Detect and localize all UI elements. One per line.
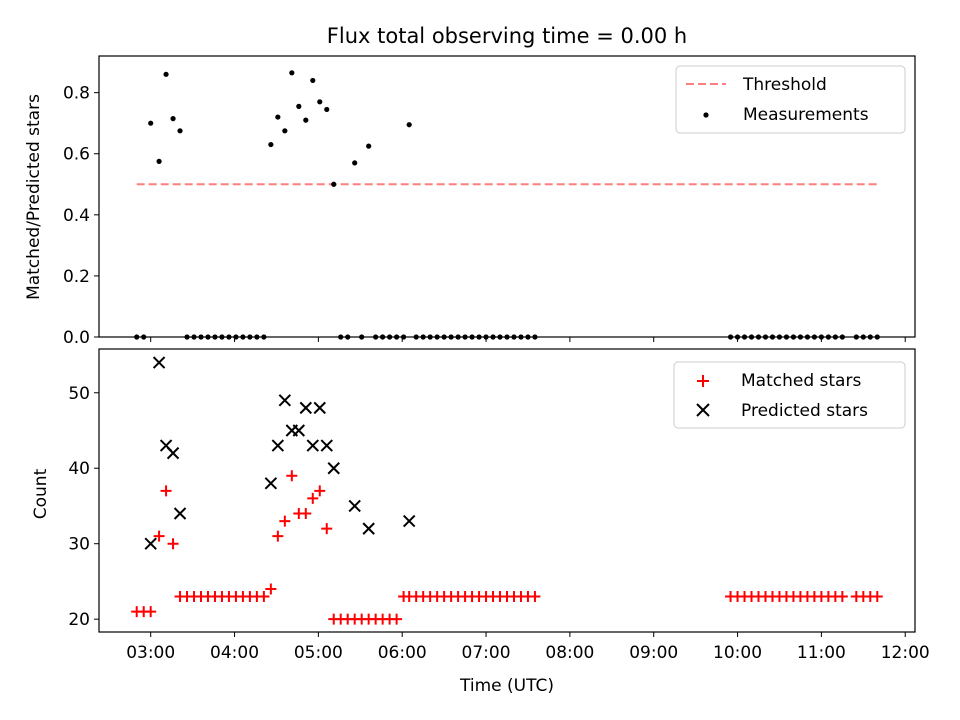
predicted-star-point (348, 499, 361, 513)
measurement-point (317, 99, 323, 105)
predicted-star-point (362, 522, 375, 535)
x-axis-label: Time (UTC) (459, 676, 554, 696)
bottom-x-tick-label: 05:00 (294, 643, 343, 663)
bottom-y-axis-label: Count (31, 468, 51, 519)
measurement-point (296, 103, 302, 109)
top-y-tick-label: 0.6 (63, 145, 90, 165)
matched-star-point (279, 515, 291, 527)
bottom-y-tick-label: 40 (68, 459, 90, 479)
bottom-y-tick-label: 30 (68, 535, 90, 555)
predicted-star-point (327, 462, 340, 475)
measurement-point (170, 116, 176, 122)
chart-title: Flux total observing time = 0.00 h (327, 24, 687, 48)
legend-matched-label: Matched stars (741, 371, 861, 391)
matched-star-point (314, 485, 326, 497)
top-legend-box (675, 65, 906, 134)
measurement-point (352, 160, 358, 166)
matched-star-point (391, 613, 403, 625)
measurement-point (289, 70, 295, 76)
bottom-x-tick-label: 04:00 (210, 643, 259, 663)
top-y-tick-label: 0.2 (63, 267, 90, 287)
matched-star-point (871, 591, 883, 603)
measurement-point (303, 117, 309, 123)
predicted-star-point (402, 514, 416, 528)
legend-matched-swatch (697, 375, 709, 387)
matched-star-point (145, 606, 157, 618)
bottom-axes-frame (98, 348, 916, 633)
bottom-x-tick-label: 12:00 (881, 643, 930, 663)
matched-star-point (836, 591, 848, 603)
matched-star-point (529, 591, 541, 603)
measurement-point (406, 122, 412, 128)
matched-star-point (300, 508, 312, 520)
legend-measurements-label: Measurements (743, 105, 869, 125)
top-y-tick-label: 0.0 (63, 328, 90, 348)
predicted-star-point (166, 446, 180, 460)
matched-star-point (160, 485, 172, 497)
legend-predicted-swatch (696, 403, 710, 417)
measurement-point (310, 77, 316, 84)
top-y-tick-label: 0.8 (63, 84, 90, 104)
bottom-x-tick-label: 08:00 (545, 643, 594, 663)
predicted-star-point (292, 424, 306, 437)
predicted-star-point (271, 439, 285, 452)
bottom-x-tick-label: 06:00 (378, 643, 427, 663)
legend-predicted-label: Predicted stars (741, 401, 868, 421)
matched-star-point (265, 583, 277, 595)
bottom-x-tick-label: 10:00 (713, 643, 762, 663)
matched-star-point (258, 591, 270, 603)
bottom-x-tick-label: 03:00 (126, 643, 175, 663)
bottom-y-tick-label: 50 (68, 384, 90, 404)
matched-star-point (307, 492, 319, 504)
predicted-star-point (173, 507, 187, 520)
bottom-plot-area: 03:00 04:00 05:00 06:00 07:00 08:00 09:00 10:00… (68, 356, 930, 663)
matched-star-point (167, 538, 179, 550)
measurement-point (275, 114, 281, 120)
measurement-point (324, 106, 330, 113)
top-axes-frame (98, 55, 916, 338)
bottom-x-tick-label: 09:00 (629, 643, 678, 663)
bottom-x-tick-label: 07:00 (462, 643, 511, 663)
measurement-point (268, 141, 274, 148)
measurement-point (282, 128, 288, 134)
predicted-star-point (313, 401, 326, 415)
predicted-star-point (299, 401, 313, 415)
bottom-y-tick-label: 20 (68, 610, 90, 630)
matched-star-point (272, 530, 284, 542)
predicted-star-point (278, 394, 292, 407)
matched-star-point (286, 470, 298, 482)
measurement-point (366, 143, 372, 149)
predicted-star-point (152, 356, 166, 369)
legend-measurements-swatch (703, 112, 709, 118)
bottom-legend: Matched stars Predicted stars (673, 361, 906, 429)
legend-threshold-label: Threshold (742, 75, 827, 95)
top-legend: Threshold Measurements (675, 65, 906, 134)
matched-star-point (153, 530, 165, 542)
matched-star-point (321, 523, 333, 535)
predicted-star-point (320, 439, 333, 452)
bottom-panel: 03:00 04:00 05:00 06:00 07:00 08:00 09:00 10:00… (31, 348, 930, 696)
predicted-star-point (144, 537, 157, 550)
measurement-point (156, 158, 162, 164)
bottom-legend-box (673, 361, 906, 429)
predicted-star-point (264, 477, 278, 490)
measurement-point (148, 120, 154, 126)
bottom-x-tick-label: 11:00 (797, 643, 846, 663)
measurement-point (331, 181, 337, 187)
top-y-axis-label: Matched/Predicted stars (24, 94, 44, 300)
measurement-point (163, 71, 169, 77)
top-y-tick-label: 0.4 (63, 206, 90, 226)
predicted-star-point (306, 439, 319, 452)
measurement-point (177, 128, 183, 134)
top-panel: Flux total observing time = 0.00 h 0.0 0.… (24, 24, 916, 348)
